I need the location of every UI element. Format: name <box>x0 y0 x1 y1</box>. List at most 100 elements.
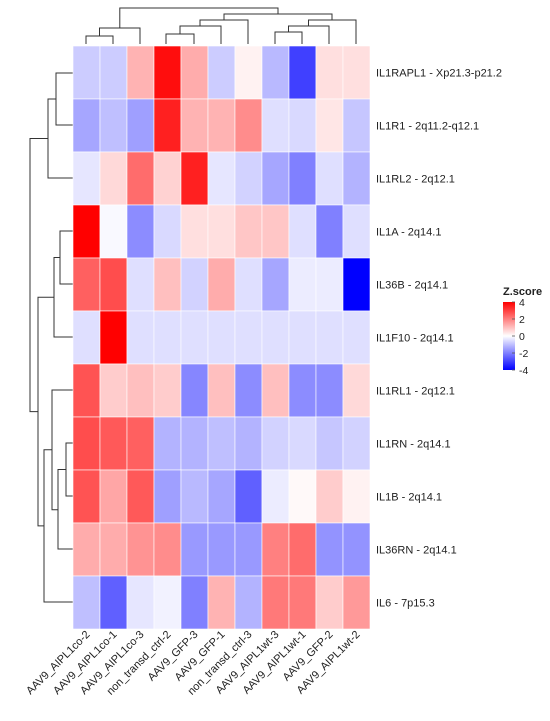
heatmap-cell <box>315 45 344 100</box>
heatmap-cell <box>153 151 182 206</box>
row-label: IL36RN - 2q14.1 <box>376 545 457 557</box>
heatmap-cell <box>288 151 317 206</box>
row-dendrogram <box>29 72 73 603</box>
heatmap-cell <box>126 257 155 312</box>
legend-tick-label: -4 <box>519 365 528 377</box>
heatmap-cell <box>153 310 182 365</box>
heatmap-cell <box>234 575 263 630</box>
heatmap-cell <box>180 416 209 471</box>
heatmap-cell <box>99 98 128 153</box>
heatmap-cell <box>288 310 317 365</box>
heatmap-cell <box>207 257 236 312</box>
heatmap-cell <box>288 469 317 524</box>
heatmap-cell <box>234 151 263 206</box>
heatmap-cell <box>153 575 182 630</box>
heatmap-cell <box>315 575 344 630</box>
heatmap-cell <box>234 469 263 524</box>
heatmap-cell <box>126 204 155 259</box>
heatmap-cell <box>288 257 317 312</box>
heatmap-cell <box>207 522 236 577</box>
row-label: IL1R1 - 2q11.2-q12.1 <box>376 121 479 133</box>
row-label: IL1RN - 2q14.1 <box>376 439 451 451</box>
heatmap-cell <box>153 522 182 577</box>
heatmap-cell <box>207 416 236 471</box>
heatmap-cell <box>99 45 128 100</box>
heatmap-cell <box>180 45 209 100</box>
heatmap-cell <box>99 363 128 418</box>
heatmap-cell <box>126 45 155 100</box>
heatmap-cell <box>207 45 236 100</box>
legend-tick-label: -2 <box>519 348 528 360</box>
heatmap-cell <box>342 416 371 471</box>
heatmap-cells <box>72 45 371 630</box>
heatmap-cell <box>180 98 209 153</box>
heatmap-cell <box>126 151 155 206</box>
heatmap-cell <box>261 151 290 206</box>
heatmap-cell <box>153 416 182 471</box>
heatmap-cell <box>288 204 317 259</box>
row-label: IL1RAPL1 - Xp21.3-p21.2 <box>376 68 502 80</box>
heatmap-cell <box>315 310 344 365</box>
heatmap-cell <box>261 45 290 100</box>
heatmap-cell <box>342 363 371 418</box>
heatmap-cell <box>288 363 317 418</box>
heatmap-cell <box>99 469 128 524</box>
heatmap-cell <box>207 469 236 524</box>
legend-tick-label: 0 <box>519 331 525 343</box>
heatmap-cell <box>234 363 263 418</box>
heatmap-cell <box>261 469 290 524</box>
heatmap-cell <box>153 363 182 418</box>
heatmap-cell <box>342 98 371 153</box>
heatmap-cell <box>288 45 317 100</box>
heatmap-cell <box>207 575 236 630</box>
heatmap-cell <box>234 257 263 312</box>
heatmap-cell <box>261 416 290 471</box>
heatmap-cell <box>315 98 344 153</box>
heatmap-cell <box>234 45 263 100</box>
row-label: IL1RL2 - 2q12.1 <box>376 174 455 186</box>
heatmap-cell <box>315 151 344 206</box>
heatmap-cell <box>99 151 128 206</box>
heatmap-cell <box>180 204 209 259</box>
row-label: IL1RL1 - 2q12.1 <box>376 386 455 398</box>
heatmap-cell <box>180 575 209 630</box>
heatmap-cell <box>261 204 290 259</box>
row-label: IL6 - 7p15.3 <box>376 598 435 610</box>
heatmap-cell <box>99 575 128 630</box>
heatmap-cell <box>342 522 371 577</box>
heatmap-cell <box>72 204 101 259</box>
color-legend: Z.score 4 2 0 -2 -4 <box>503 286 542 377</box>
heatmap-cell <box>342 575 371 630</box>
heatmap-cell <box>288 98 317 153</box>
heatmap-cell <box>180 363 209 418</box>
heatmap-cell <box>342 204 371 259</box>
heatmap-cell <box>261 98 290 153</box>
heatmap-cell <box>180 469 209 524</box>
heatmap-cell <box>72 363 101 418</box>
heatmap-cell <box>342 310 371 365</box>
heatmap-cell <box>126 98 155 153</box>
heatmap-cell <box>180 522 209 577</box>
heatmap-cell <box>180 257 209 312</box>
heatmap-cell <box>234 98 263 153</box>
heatmap-cell <box>153 469 182 524</box>
heatmap-cell <box>207 363 236 418</box>
heatmap-cell <box>234 416 263 471</box>
heatmap-cell <box>207 204 236 259</box>
heatmap-cell <box>261 257 290 312</box>
row-label: IL36B - 2q14.1 <box>376 280 448 292</box>
heatmap-cell <box>72 522 101 577</box>
heatmap-cell <box>126 310 155 365</box>
heatmap-cell <box>342 45 371 100</box>
heatmap-cell <box>153 204 182 259</box>
heatmap-cell <box>261 363 290 418</box>
heatmap-cell <box>315 416 344 471</box>
heatmap-cell <box>234 522 263 577</box>
heatmap-cell <box>72 469 101 524</box>
heatmap-cell <box>234 204 263 259</box>
heatmap-cell <box>261 522 290 577</box>
heatmap-cell <box>99 416 128 471</box>
heatmap-cell <box>126 363 155 418</box>
heatmap-cell <box>342 257 371 312</box>
heatmap-cell <box>72 45 101 100</box>
